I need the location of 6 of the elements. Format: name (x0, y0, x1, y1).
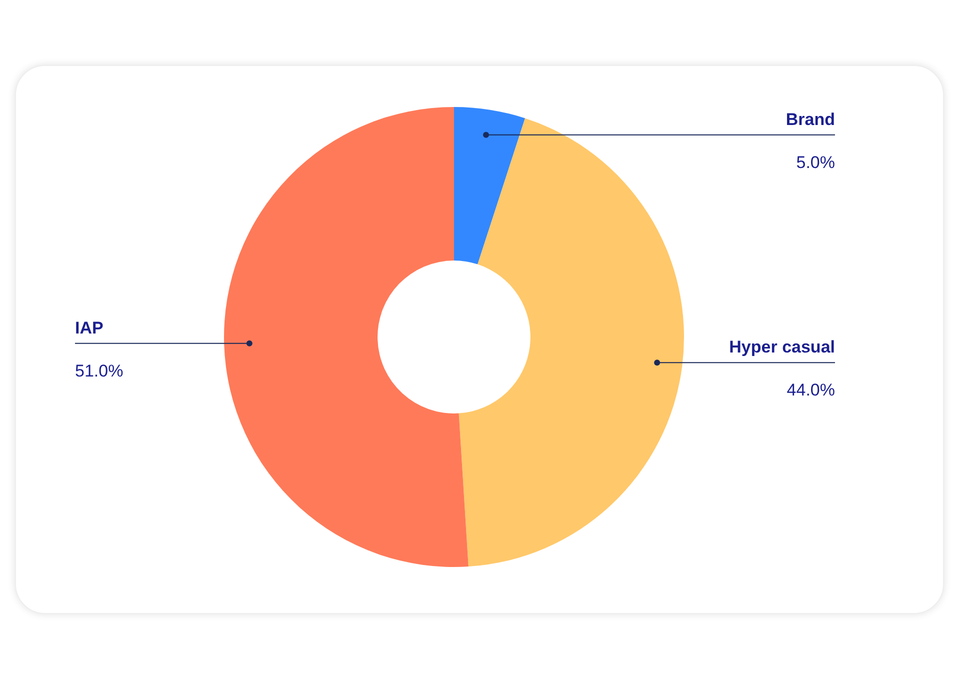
slice-label: Brand (786, 110, 835, 129)
data-label: 5.0% (796, 152, 835, 172)
slice-label: IAP (75, 318, 104, 338)
data-label: 51.0% (75, 361, 124, 380)
data-label: 44.0% (786, 380, 835, 400)
slice-label: Hyper casual (729, 338, 835, 357)
